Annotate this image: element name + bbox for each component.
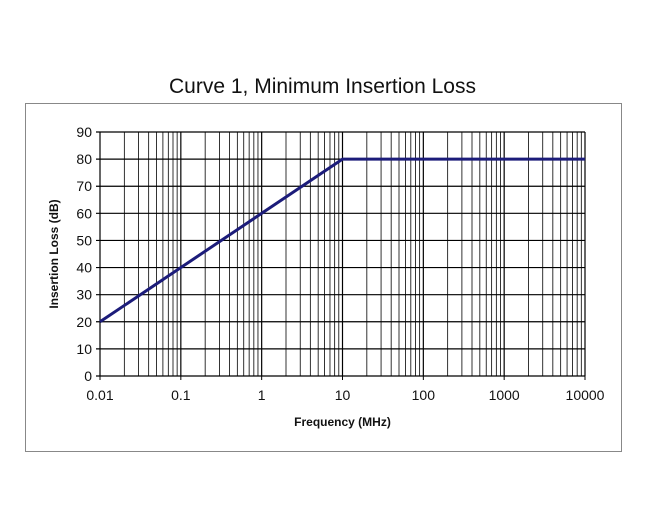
x-tick-label: 0.01	[86, 387, 113, 403]
y-tick-label: 70	[76, 178, 92, 194]
x-axis-label: Frequency (MHz)	[294, 415, 391, 429]
y-tick-label: 50	[76, 232, 92, 248]
y-tick-label: 80	[76, 151, 92, 167]
x-tick-label: 10000	[566, 387, 605, 403]
y-tick-label: 0	[84, 368, 92, 384]
x-tick-label: 10	[335, 387, 351, 403]
x-tick-label: 100	[412, 387, 436, 403]
x-tick-label: 1	[258, 387, 266, 403]
y-axis-label: Insertion Loss (dB)	[47, 199, 61, 308]
series-line	[99, 157, 585, 324]
x-tick-label: 0.1	[171, 387, 191, 403]
chart-frame	[25, 103, 622, 452]
y-tick-label: 20	[76, 314, 92, 330]
y-tick-label: 10	[76, 341, 92, 357]
x-tick-label: 1000	[489, 387, 520, 403]
y-tick-label: 60	[76, 205, 92, 221]
y-tick-label: 90	[76, 124, 92, 140]
y-tick-label: 40	[76, 260, 92, 276]
chart-title: Curve 1, Minimum Insertion Loss	[169, 75, 476, 98]
y-tick-label: 30	[76, 287, 92, 303]
